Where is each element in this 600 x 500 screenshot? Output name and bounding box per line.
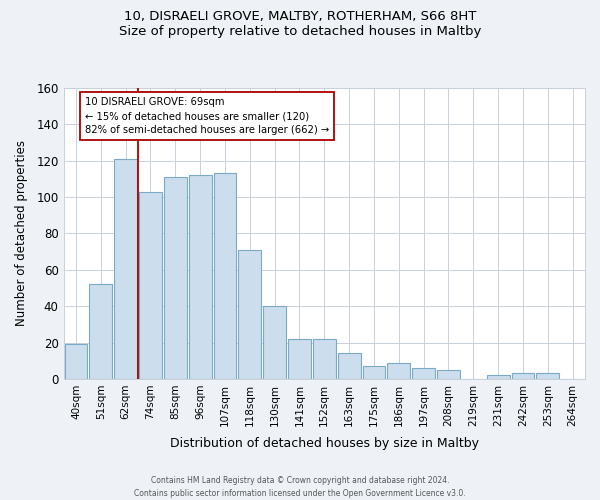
Bar: [487, 376, 509, 379]
Text: 10, DISRAELI GROVE, MALTBY, ROTHERHAM, S66 8HT
Size of property relative to deta: 10, DISRAELI GROVE, MALTBY, ROTHERHAM, S…: [119, 10, 481, 38]
Text: Contains HM Land Registry data © Crown copyright and database right 2024.
Contai: Contains HM Land Registry data © Crown c…: [134, 476, 466, 498]
Bar: [437, 370, 460, 379]
X-axis label: Distribution of detached houses by size in Maltby: Distribution of detached houses by size …: [170, 437, 479, 450]
Bar: [164, 177, 187, 379]
Bar: [238, 250, 261, 379]
Bar: [189, 176, 212, 379]
Bar: [338, 354, 361, 379]
Bar: [114, 159, 137, 379]
Bar: [313, 339, 336, 379]
Bar: [263, 306, 286, 379]
Bar: [536, 374, 559, 379]
Bar: [388, 362, 410, 379]
Y-axis label: Number of detached properties: Number of detached properties: [15, 140, 28, 326]
Bar: [512, 374, 535, 379]
Bar: [139, 192, 162, 379]
Bar: [89, 284, 112, 379]
Bar: [214, 174, 236, 379]
Bar: [412, 368, 435, 379]
Text: 10 DISRAELI GROVE: 69sqm
← 15% of detached houses are smaller (120)
82% of semi-: 10 DISRAELI GROVE: 69sqm ← 15% of detach…: [85, 97, 329, 135]
Bar: [65, 344, 88, 379]
Bar: [362, 366, 385, 379]
Bar: [288, 339, 311, 379]
